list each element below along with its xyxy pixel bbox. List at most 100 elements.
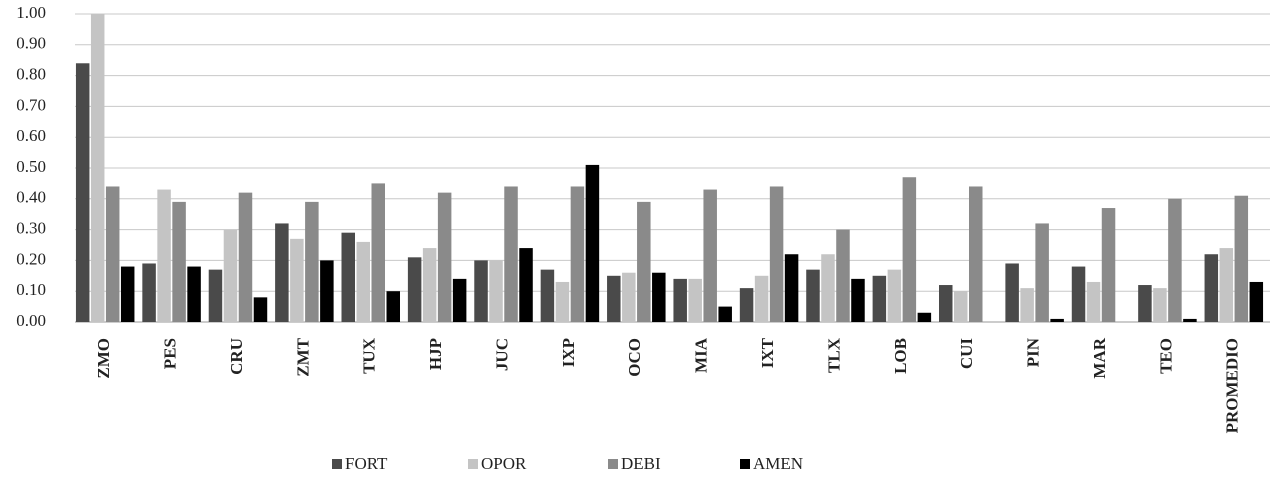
bar xyxy=(902,177,917,322)
bar xyxy=(142,263,156,322)
bar xyxy=(253,297,268,322)
bar xyxy=(1183,318,1197,322)
bar xyxy=(1234,195,1249,322)
bar xyxy=(1249,281,1264,322)
bar xyxy=(872,275,887,322)
legend-swatch xyxy=(608,459,618,469)
y-tick-label: 0.90 xyxy=(16,34,46,53)
bar xyxy=(1168,198,1182,322)
bar xyxy=(437,192,452,322)
legend-swatch xyxy=(740,459,750,469)
bar xyxy=(208,269,223,322)
bar xyxy=(806,269,820,322)
x-tick-label: MIA xyxy=(692,337,711,373)
bar xyxy=(939,285,953,322)
x-tick-label: PROMEDIO xyxy=(1223,338,1242,433)
bar xyxy=(1050,318,1064,322)
bar xyxy=(836,229,850,322)
bar xyxy=(754,275,769,322)
bar xyxy=(1153,288,1167,322)
bar xyxy=(223,229,238,322)
x-tick-label: LOB xyxy=(891,338,910,374)
legend-label: OPOR xyxy=(481,454,527,473)
bar xyxy=(90,14,105,322)
bar xyxy=(187,266,201,322)
y-tick-label: 0.60 xyxy=(16,126,46,145)
bar xyxy=(1101,208,1116,322)
bar xyxy=(769,186,784,322)
bar xyxy=(320,260,334,322)
bar xyxy=(637,201,651,322)
y-tick-label: 0.00 xyxy=(16,311,46,330)
y-tick-label: 0.40 xyxy=(16,188,46,207)
bar xyxy=(371,183,385,322)
bar xyxy=(954,291,968,322)
bar xyxy=(540,269,555,322)
x-tick-label: OCO xyxy=(625,338,644,377)
bar xyxy=(673,278,687,322)
x-tick-label: TLX xyxy=(824,337,843,373)
bar xyxy=(290,238,304,322)
x-tick-label: CRU xyxy=(227,338,246,375)
bar xyxy=(504,186,518,322)
y-tick-label: 0.30 xyxy=(16,219,46,238)
x-tick-label: PIN xyxy=(1024,337,1043,367)
bar xyxy=(75,63,90,322)
x-tick-label: HJP xyxy=(426,338,445,370)
bar xyxy=(519,248,533,322)
x-tick-label: ZMT xyxy=(293,337,312,376)
bar xyxy=(821,254,835,322)
bar xyxy=(422,248,437,322)
bar xyxy=(489,260,503,322)
x-tick-label: JUC xyxy=(492,338,511,371)
y-tick-label: 0.80 xyxy=(16,65,46,84)
bar xyxy=(1005,263,1019,322)
bar xyxy=(452,278,467,322)
bar xyxy=(784,254,799,322)
legend-swatch xyxy=(332,459,342,469)
x-tick-label: ZMO xyxy=(94,338,113,379)
y-tick-label: 0.10 xyxy=(16,280,46,299)
bar xyxy=(238,192,253,322)
bar xyxy=(1035,223,1049,322)
bar xyxy=(688,278,702,322)
bar xyxy=(157,189,171,322)
bar xyxy=(407,257,422,322)
bar xyxy=(652,272,666,322)
bar xyxy=(1138,285,1152,322)
bar xyxy=(305,201,319,322)
bar xyxy=(474,260,488,322)
bar xyxy=(172,201,186,322)
bar xyxy=(1086,281,1101,322)
legend-label: AMEN xyxy=(753,454,803,473)
bar xyxy=(120,266,135,322)
bar xyxy=(275,223,289,322)
bar xyxy=(739,288,754,322)
bar xyxy=(555,281,570,322)
y-tick-label: 1.00 xyxy=(16,3,46,22)
y-tick-label: 0.70 xyxy=(16,95,46,114)
bar xyxy=(341,232,355,322)
x-tick-label: TUX xyxy=(360,337,379,374)
bar xyxy=(1204,254,1219,322)
bar xyxy=(887,269,902,322)
bar xyxy=(356,241,370,322)
bar xyxy=(622,272,636,322)
bar xyxy=(917,312,932,322)
bar xyxy=(969,186,983,322)
bar xyxy=(703,189,717,322)
bar xyxy=(607,275,621,322)
x-tick-label: CUI xyxy=(957,338,976,370)
legend-label: FORT xyxy=(345,454,388,473)
x-tick-label: MAR xyxy=(1090,337,1109,378)
bar xyxy=(1071,266,1086,322)
bar xyxy=(386,291,400,322)
bar xyxy=(718,306,732,322)
x-tick-label: PES xyxy=(160,338,179,369)
x-tick-label: TEO xyxy=(1156,338,1175,374)
bar xyxy=(585,164,600,322)
bar xyxy=(105,186,120,322)
bar xyxy=(570,186,585,322)
y-tick-label: 0.50 xyxy=(16,157,46,176)
